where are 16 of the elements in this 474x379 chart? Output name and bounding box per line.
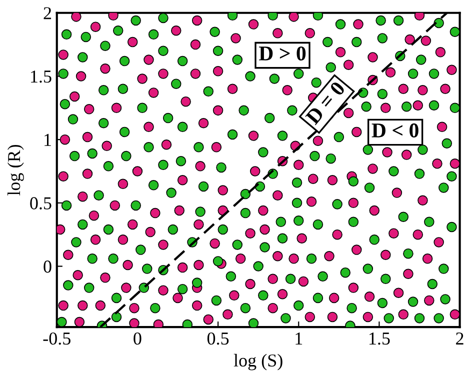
x-tick-label: -0.5	[43, 332, 70, 345]
x-tick-label: 0	[134, 332, 142, 345]
y-tick-label: 1.5	[31, 70, 52, 83]
x-tick-label: 0.5	[207, 332, 229, 345]
annotation: D = 0	[304, 80, 346, 126]
x-tick-label: 1	[296, 332, 302, 344]
annotation: D > 0	[258, 46, 306, 61]
y-tick-label: 0	[44, 260, 52, 273]
y-axis-title: log (R)	[7, 144, 24, 196]
x-tick-label: 1.5	[370, 332, 390, 345]
y-tick-label: 2	[44, 7, 52, 20]
annotation: D < 0	[372, 123, 418, 138]
x-tick-label: 2	[456, 332, 464, 344]
y-tick-label: 1	[44, 134, 51, 146]
y-tick-label: 0.5	[30, 197, 52, 210]
x-axis-title: log (S)	[234, 354, 282, 370]
